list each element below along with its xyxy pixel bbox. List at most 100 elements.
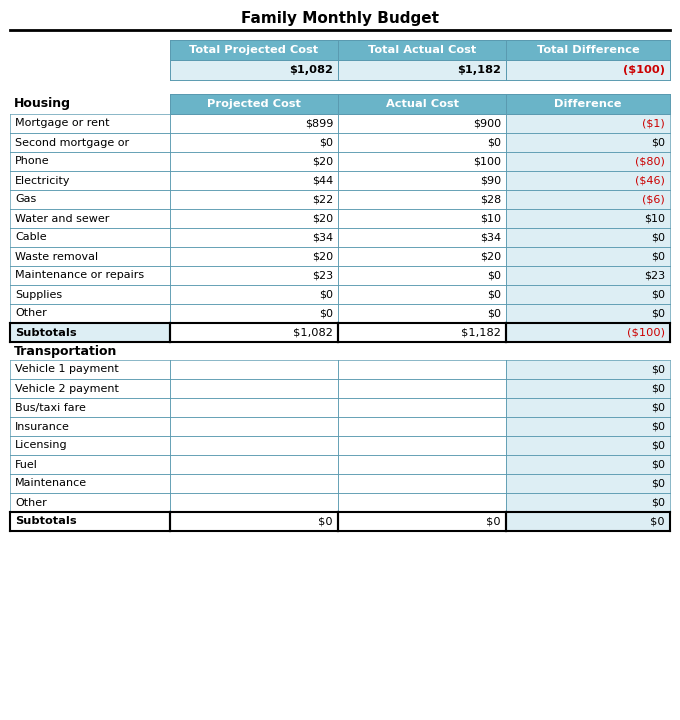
Bar xyxy=(506,360,670,379)
Bar xyxy=(338,266,506,285)
Text: Supplies: Supplies xyxy=(15,289,62,300)
Text: Gas: Gas xyxy=(15,194,36,204)
Bar xyxy=(10,398,170,417)
Bar xyxy=(506,228,670,247)
Bar xyxy=(338,190,506,209)
Text: $0: $0 xyxy=(651,421,665,431)
Text: $0: $0 xyxy=(487,138,501,148)
Bar xyxy=(338,40,506,60)
Text: Bus/taxi fare: Bus/taxi fare xyxy=(15,402,86,413)
Bar xyxy=(338,360,506,379)
Text: Water and sewer: Water and sewer xyxy=(15,214,109,223)
Bar xyxy=(170,474,338,493)
Text: $0: $0 xyxy=(651,441,665,451)
Bar xyxy=(10,455,170,474)
Text: Cable: Cable xyxy=(15,233,47,243)
Text: $900: $900 xyxy=(473,119,501,128)
Bar xyxy=(10,512,170,531)
Text: Electricity: Electricity xyxy=(15,176,71,186)
Bar xyxy=(338,114,506,133)
Bar xyxy=(10,209,170,228)
Bar xyxy=(506,436,670,455)
Text: $1,182: $1,182 xyxy=(461,328,501,338)
Text: $90: $90 xyxy=(480,176,501,186)
Text: $34: $34 xyxy=(312,233,333,243)
Bar xyxy=(506,60,670,80)
Bar xyxy=(10,114,170,133)
Bar xyxy=(506,285,670,304)
Text: $1,082: $1,082 xyxy=(293,328,333,338)
Bar xyxy=(338,455,506,474)
Bar xyxy=(170,133,338,152)
Bar xyxy=(170,285,338,304)
Bar xyxy=(10,285,170,304)
Text: $0: $0 xyxy=(651,498,665,508)
Bar xyxy=(170,417,338,436)
Bar xyxy=(170,152,338,171)
Bar xyxy=(170,304,338,323)
Bar xyxy=(10,171,170,190)
Text: $20: $20 xyxy=(312,251,333,261)
Text: Vehicle 1 payment: Vehicle 1 payment xyxy=(15,364,119,374)
Bar xyxy=(10,228,170,247)
Text: $10: $10 xyxy=(644,214,665,223)
Bar xyxy=(506,304,670,323)
Bar xyxy=(506,40,670,60)
Text: $10: $10 xyxy=(480,214,501,223)
Bar xyxy=(506,493,670,512)
Text: Waste removal: Waste removal xyxy=(15,251,98,261)
Bar xyxy=(170,114,338,133)
Bar xyxy=(338,133,506,152)
Text: $0: $0 xyxy=(651,138,665,148)
Bar xyxy=(170,512,338,531)
Text: Other: Other xyxy=(15,308,47,318)
Text: Phone: Phone xyxy=(15,156,50,166)
Text: Subtotals: Subtotals xyxy=(15,328,77,338)
Bar xyxy=(170,360,338,379)
Bar xyxy=(170,455,338,474)
Text: $899: $899 xyxy=(305,119,333,128)
Text: $22: $22 xyxy=(311,194,333,204)
Text: $0: $0 xyxy=(487,271,501,281)
Text: Fuel: Fuel xyxy=(15,459,38,469)
Text: $0: $0 xyxy=(319,138,333,148)
Text: Other: Other xyxy=(15,498,47,508)
Bar xyxy=(10,304,170,323)
Bar xyxy=(170,493,338,512)
Text: $0: $0 xyxy=(651,251,665,261)
Text: $1,182: $1,182 xyxy=(457,65,501,75)
Bar xyxy=(10,133,170,152)
Bar xyxy=(506,247,670,266)
Text: $23: $23 xyxy=(312,271,333,281)
Text: $20: $20 xyxy=(312,156,333,166)
Text: Projected Cost: Projected Cost xyxy=(207,99,301,109)
Bar xyxy=(170,40,338,60)
Text: Total Projected Cost: Total Projected Cost xyxy=(190,45,318,55)
Text: Actual Cost: Actual Cost xyxy=(386,99,458,109)
Text: Subtotals: Subtotals xyxy=(15,516,77,526)
Bar xyxy=(506,455,670,474)
Bar xyxy=(170,266,338,285)
Text: Transportation: Transportation xyxy=(14,346,118,359)
Bar xyxy=(170,209,338,228)
Text: $0: $0 xyxy=(319,308,333,318)
Bar xyxy=(506,379,670,398)
Bar xyxy=(506,133,670,152)
Text: $0: $0 xyxy=(487,289,501,300)
Text: ($100): ($100) xyxy=(623,65,665,75)
Bar xyxy=(506,323,670,342)
Bar xyxy=(170,379,338,398)
Text: Maintenance or repairs: Maintenance or repairs xyxy=(15,271,144,281)
Text: $0: $0 xyxy=(651,364,665,374)
Bar xyxy=(338,152,506,171)
Bar xyxy=(10,474,170,493)
Text: $20: $20 xyxy=(480,251,501,261)
Bar xyxy=(170,190,338,209)
Bar xyxy=(506,417,670,436)
Bar xyxy=(338,171,506,190)
Bar xyxy=(338,285,506,304)
Text: $28: $28 xyxy=(480,194,501,204)
Text: Housing: Housing xyxy=(14,97,71,110)
Bar xyxy=(10,493,170,512)
Bar xyxy=(506,114,670,133)
